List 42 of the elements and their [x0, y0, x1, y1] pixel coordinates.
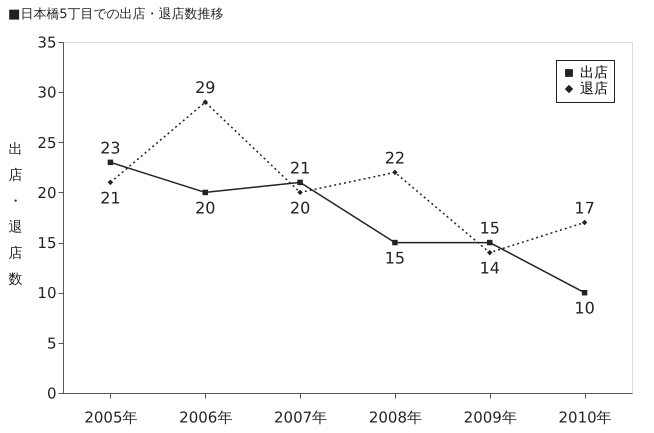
- x-tick-label: 2007年: [274, 408, 328, 426]
- data-label: 21: [290, 158, 310, 178]
- data-label: 29: [195, 78, 216, 98]
- data-label: 22: [384, 148, 406, 168]
- y-tick-label: 25: [37, 134, 56, 152]
- x-tick-label: 2006年: [179, 408, 232, 426]
- data-label: 20: [195, 198, 216, 218]
- point: [392, 170, 398, 176]
- legend-label: 出店: [580, 65, 608, 81]
- x-tick-label: 2005年: [84, 408, 138, 426]
- y-tick-label: 35: [37, 34, 56, 52]
- y-tick-label: 0: [46, 384, 56, 402]
- x-tick-label: 2009年: [464, 408, 517, 426]
- point: [202, 99, 208, 105]
- data-label: 14: [480, 258, 500, 278]
- data-label: 10: [574, 298, 595, 318]
- data-label: 21: [100, 188, 121, 208]
- y-tick-label: 15: [37, 234, 56, 252]
- data-label: 23: [100, 138, 121, 158]
- x-tick-label: 2008年: [368, 408, 422, 426]
- point: [582, 290, 588, 296]
- data-label: 17: [574, 198, 595, 218]
- chart-title: ■日本橋5丁目での出店・退店数推移: [8, 6, 224, 22]
- point: [487, 250, 492, 256]
- point: [297, 190, 303, 196]
- x-tick-label: 2010年: [558, 408, 612, 426]
- y-axis-title: 出店・退店数: [8, 142, 22, 288]
- y-tick-label: 10: [37, 284, 56, 302]
- point: [202, 190, 208, 196]
- data-label: 20: [290, 198, 310, 218]
- data-label: 15: [480, 218, 500, 238]
- point: [582, 220, 588, 226]
- point: [108, 180, 114, 186]
- y-tick-label: 5: [46, 334, 56, 352]
- point: [297, 180, 303, 186]
- y-tick-label: 30: [37, 84, 56, 102]
- y-tick-label: 20: [37, 184, 56, 202]
- point: [487, 240, 492, 246]
- data-label: 15: [384, 248, 406, 268]
- point: [108, 160, 114, 166]
- point: [392, 240, 398, 246]
- legend-label: 退店: [580, 81, 608, 97]
